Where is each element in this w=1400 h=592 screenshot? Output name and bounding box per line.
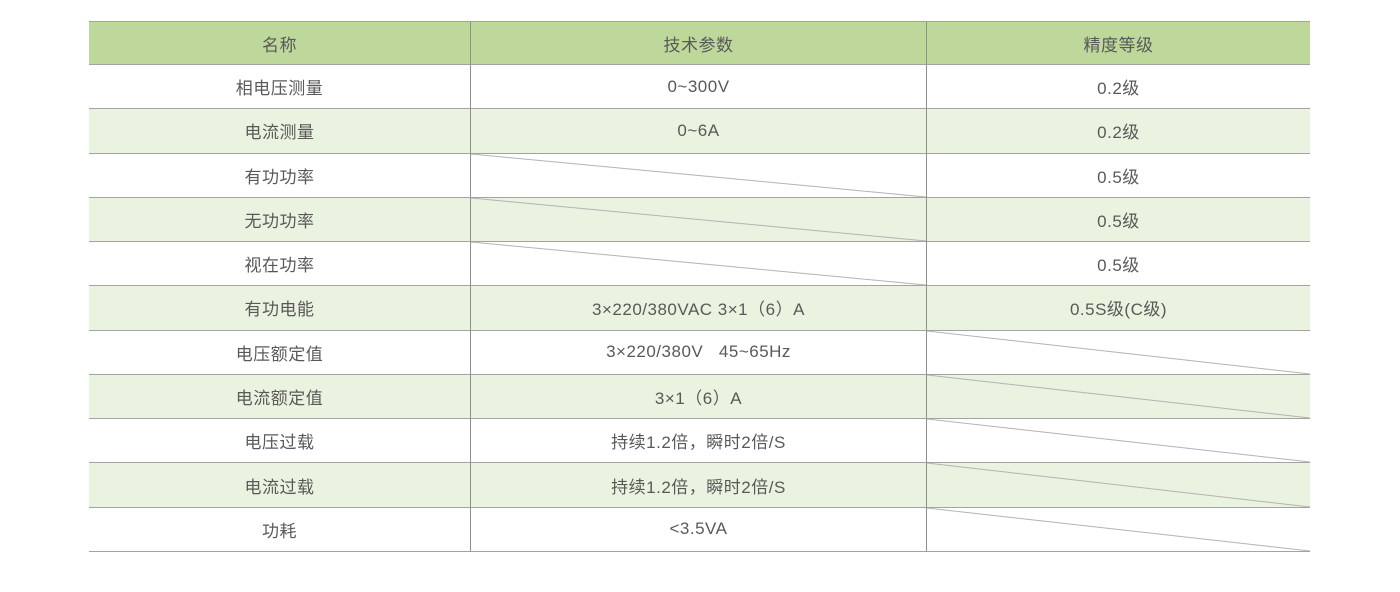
cell-param: 持续1.2倍，瞬时2倍/S: [471, 463, 927, 508]
diagonal-slash-cell: [927, 419, 1310, 464]
cell-grade: 0.5级: [927, 242, 1310, 287]
cell-name: 无功功率: [89, 197, 471, 243]
cell-grade: 0.5S级(C级): [927, 286, 1310, 331]
cell-grade: 0.5级: [927, 197, 1310, 243]
diagonal-slash-cell: [927, 330, 1310, 375]
cell-grade: 0.5级: [927, 154, 1310, 198]
cell-name: 电压额定值: [89, 330, 471, 375]
table-row: 电压过载 持续1.2倍，瞬时2倍/S: [89, 419, 1310, 464]
cell-name: 有功功率: [89, 153, 471, 198]
table-row: 电流额定值 3×1（6）A: [89, 374, 1310, 420]
cell-grade: 0.2级: [927, 65, 1310, 110]
header-cell-grade: 精度等级: [927, 22, 1310, 65]
table-row: 无功功率 0.5级: [89, 197, 1310, 243]
cell-param: 0~300V: [471, 65, 927, 110]
cell-name: 电压过载: [89, 419, 471, 464]
cell-param: 3×220/380VAC 3×1（6）A: [471, 286, 927, 331]
cell-param: 0~6A: [471, 109, 927, 154]
cell-param: 3×1（6）A: [471, 374, 927, 420]
table-row: 有功功率 0.5级: [89, 153, 1310, 198]
cell-grade: 0.2级: [927, 109, 1310, 154]
diagonal-slash-cell: [927, 463, 1310, 508]
cell-name: 电流测量: [89, 109, 471, 154]
table-row: 视在功率 0.5级: [89, 242, 1310, 287]
table-row: 功耗 <3.5VA: [89, 507, 1310, 552]
cell-param: <3.5VA: [471, 507, 927, 552]
cell-name: 电流过载: [89, 463, 471, 508]
table-row: 电流过载 持续1.2倍，瞬时2倍/S: [89, 463, 1310, 508]
table-row: 相电压测量 0~300V 0.2级: [89, 65, 1310, 110]
table-row: 有功电能 3×220/380VAC 3×1（6）A 0.5S级(C级): [89, 286, 1310, 331]
diagonal-slash-cell: [471, 197, 927, 243]
cell-name: 有功电能: [89, 286, 471, 331]
cell-param: 持续1.2倍，瞬时2倍/S: [471, 419, 927, 464]
table-header-row: 名称 技术参数 精度等级: [89, 22, 1310, 65]
diagonal-slash-cell: [471, 153, 927, 198]
cell-name: 功耗: [89, 507, 471, 552]
cell-param: 3×220/380V 45~65Hz: [471, 330, 927, 375]
diagonal-slash-cell: [927, 507, 1310, 552]
diagonal-slash-cell: [471, 242, 927, 287]
table-row: 电压额定值 3×220/380V 45~65Hz: [89, 330, 1310, 375]
cell-name: 电流额定值: [89, 374, 471, 420]
table-row: 电流测量 0~6A 0.2级: [89, 109, 1310, 154]
cell-name: 视在功率: [89, 242, 471, 287]
header-cell-name: 名称: [89, 22, 471, 65]
spec-table: 名称 技术参数 精度等级 相电压测量 0~300V 0.2级 电流测量 0~6A 0.2级…: [89, 21, 1310, 552]
header-cell-param: 技术参数: [471, 22, 927, 65]
cell-name: 相电压测量: [89, 65, 471, 110]
diagonal-slash-cell: [927, 374, 1310, 420]
